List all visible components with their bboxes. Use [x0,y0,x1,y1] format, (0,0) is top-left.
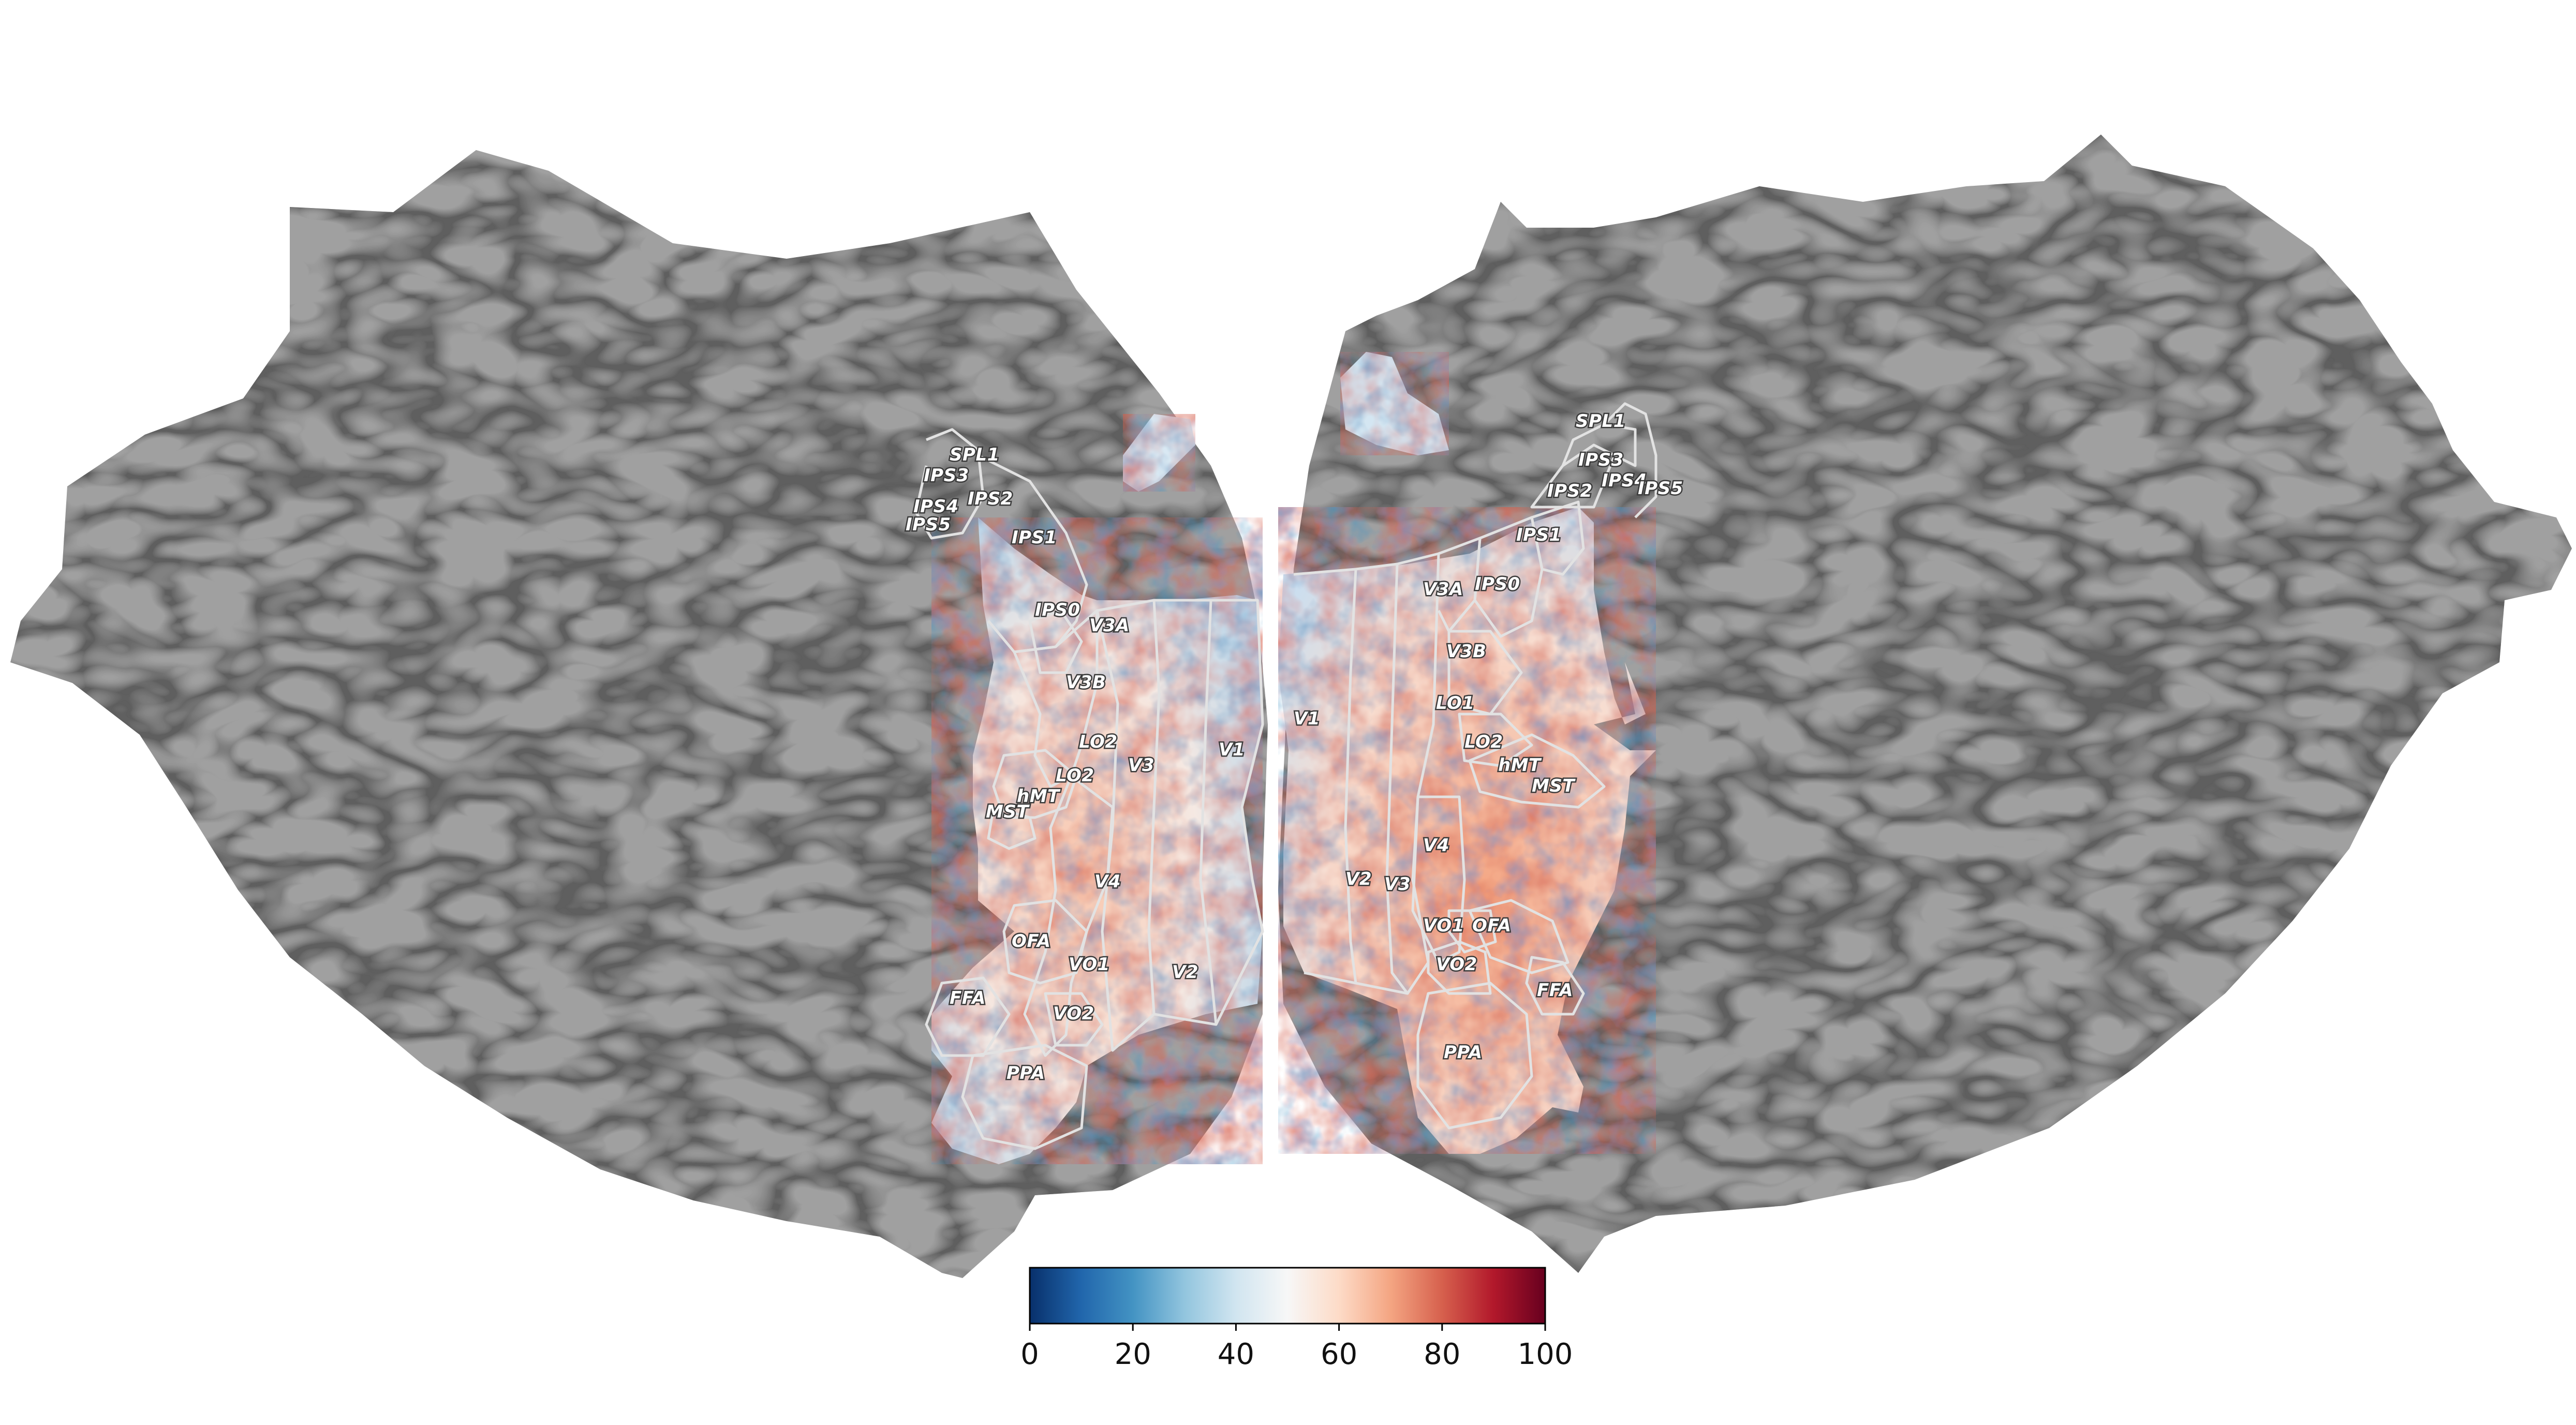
roi-label: V3 [1384,874,1411,895]
right-hemisphere: SPL1 IPS3 IPS4 IPS5 IPS2 IPS1 V3A IPS0 V… [1278,135,2572,1273]
left-roi-outlines [914,428,1264,1150]
colorbar-bar [1029,1267,1546,1325]
roi-label: SPL1 [950,444,1000,465]
roi-label: V3A [1423,579,1463,600]
roi-label: IPS3 [924,465,969,486]
roi-label: VO1 [1069,954,1110,975]
right-roi-outlines [1293,402,1657,1130]
right-data-patch [1340,352,1449,455]
roi-label: IPS1 [1012,527,1057,548]
roi-label: V3A [1089,615,1130,636]
right-hemisphere-surface [1278,135,2572,1273]
roi-label: VO1 [1423,915,1464,936]
left-data-patch [1123,414,1195,492]
colorbar-tick-label: 60 [1321,1338,1357,1371]
colorbar: 0 20 40 60 80 100 [1020,1267,1573,1371]
roi-label: FFA [1537,980,1573,1001]
roi-label: IPS0 [1475,574,1520,595]
roi-label: hMT [1017,786,1061,807]
colorbar-tick-label: 20 [1115,1338,1151,1371]
colorbar-tick-label: 80 [1424,1338,1460,1371]
colorbar-tick-label: 0 [1020,1338,1039,1371]
roi-label: V4 [1094,871,1121,892]
roi-label: MST [1532,776,1576,796]
roi-label: VO2 [1436,954,1477,975]
roi-label: V3B [1446,641,1486,662]
roi-label: IPS4 [913,496,959,517]
roi-label: LO2 [1464,732,1503,752]
left-data-region [931,517,1263,1164]
roi-label: IPS4 [1602,470,1647,491]
colorbar-ticks: 0 20 40 60 80 100 [1020,1324,1573,1371]
roi-label: V3 [1128,755,1154,776]
roi-label: SPL1 [1576,411,1626,432]
roi-label: MST [986,801,1030,822]
roi-label: V3B [1066,672,1106,693]
roi-label: LO2 [1079,732,1118,752]
roi-label: IPS2 [1547,481,1593,501]
roi-label: IPS3 [1578,450,1624,470]
roi-label: V2 [1345,869,1372,889]
roi-label: FFA [950,988,986,1008]
roi-label: OFA [1472,915,1512,936]
roi-label: LO1 [1436,693,1475,714]
colorbar-tick-label: 100 [1518,1338,1573,1371]
left-hemisphere: SPL1 IPS3 IPS4 IPS5 IPS2 IPS1 IPS0 V3A V… [10,150,1268,1278]
roi-label: V1 [1294,708,1320,729]
right-roi-labels: SPL1 IPS3 IPS4 IPS5 IPS2 IPS1 V3A IPS0 V… [1293,410,1684,1064]
roi-label: PPA [1006,1063,1045,1083]
left-roi-labels: SPL1 IPS3 IPS4 IPS5 IPS2 IPS1 IPS0 V3A V… [905,443,1246,1085]
roi-label: V1 [1219,739,1245,760]
roi-label: PPA [1444,1042,1483,1063]
roi-label: IPS2 [968,488,1013,509]
roi-label: hMT [1498,755,1542,776]
roi-label: IPS1 [1516,525,1562,545]
roi-label: LO2 [1056,765,1094,786]
roi-label: IPS5 [906,514,951,535]
roi-label: IPS5 [1638,478,1683,499]
roi-label: VO2 [1053,1003,1094,1024]
roi-label: OFA [1012,931,1051,952]
colorbar-tick-label: 40 [1218,1338,1254,1371]
roi-label: V4 [1423,835,1449,856]
right-data-region [1278,507,1656,1154]
roi-label: IPS0 [1035,600,1080,620]
roi-label: V2 [1172,962,1198,983]
